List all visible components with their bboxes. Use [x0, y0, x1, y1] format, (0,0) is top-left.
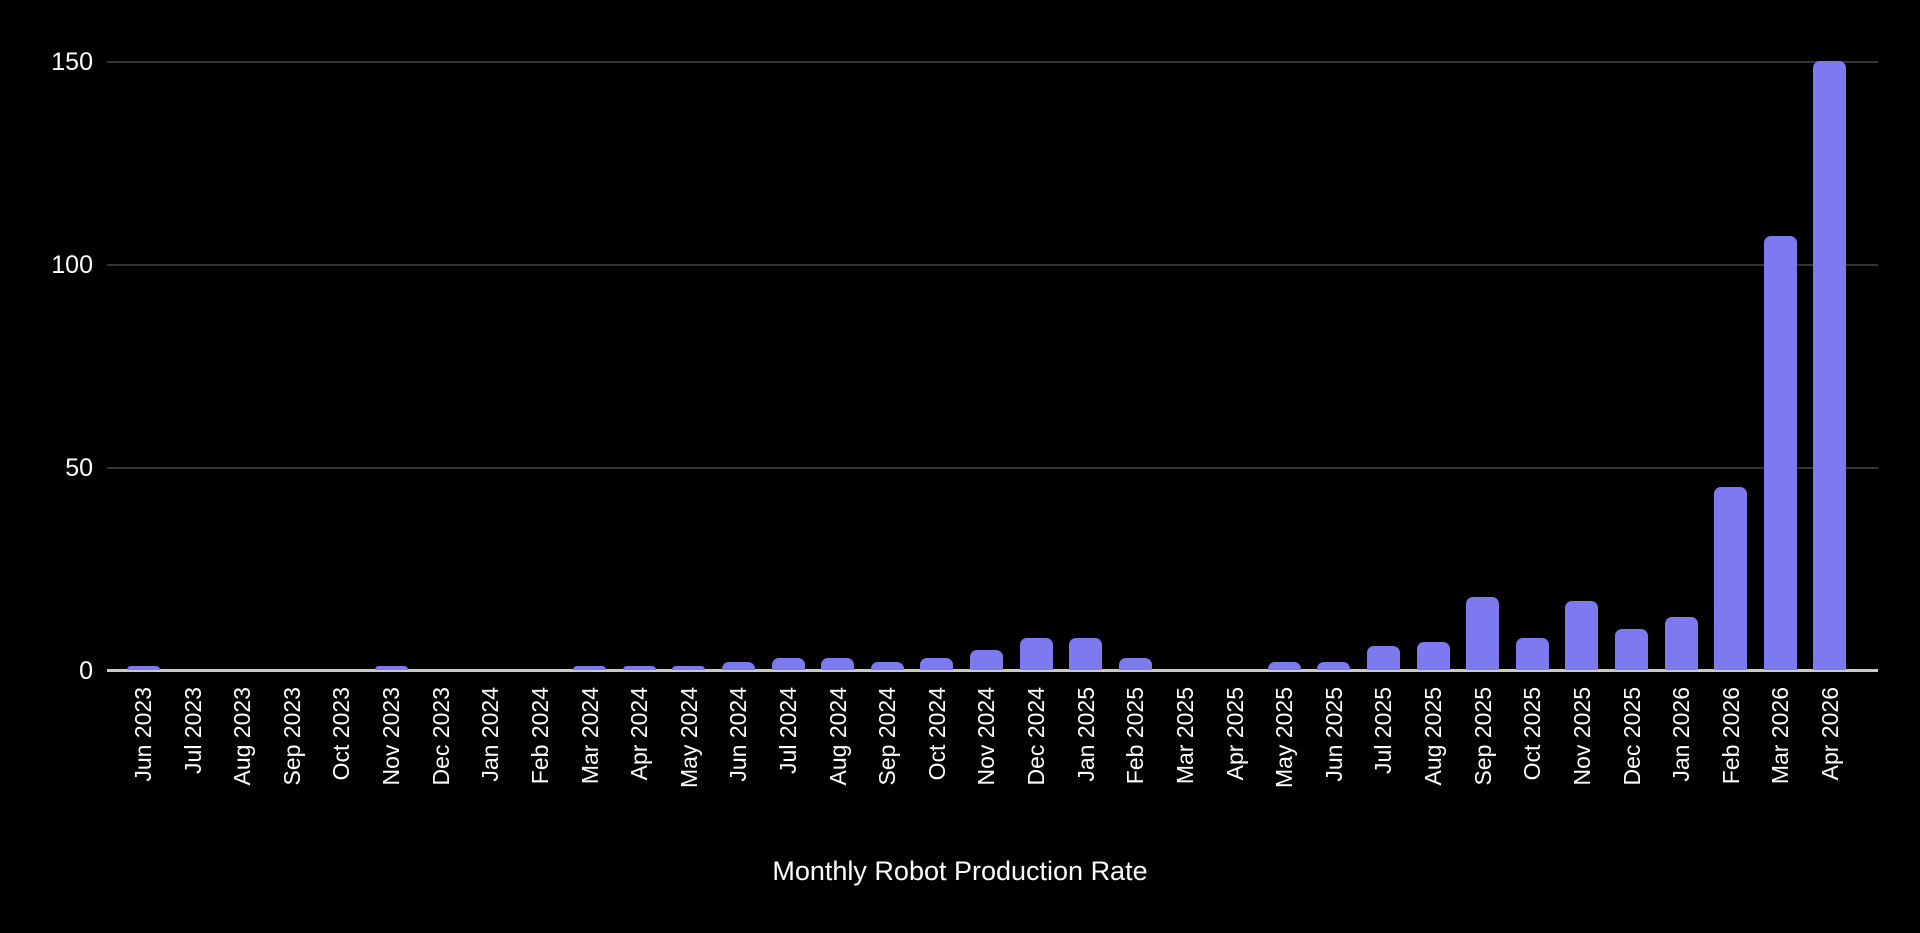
- x-axis-label-feb-2024: Feb 2024: [526, 687, 553, 785]
- x-axis-label-apr-2026: Apr 2026: [1816, 687, 1843, 781]
- x-axis-line: [107, 669, 1878, 672]
- bar-jun-2023: [126, 665, 160, 670]
- bar-dec-2024: [1019, 637, 1053, 670]
- bar-mar-2026: [1763, 235, 1797, 670]
- x-axis-label-may-2025: May 2025: [1271, 687, 1298, 789]
- bar-jul-2024: [771, 657, 805, 670]
- x-axis-label-jun-2025: Jun 2025: [1320, 687, 1347, 782]
- x-axis-label-oct-2025: Oct 2025: [1519, 687, 1546, 781]
- bar-nov-2023: [374, 665, 408, 670]
- x-axis-label-may-2024: May 2024: [675, 687, 702, 789]
- bar-nov-2024: [969, 649, 1003, 670]
- x-axis-label-sep-2023: Sep 2023: [278, 687, 305, 786]
- x-axis-label-mar-2025: Mar 2025: [1171, 687, 1198, 785]
- y-axis-label-100: 100: [51, 251, 93, 279]
- x-axis-label-mar-2026: Mar 2026: [1767, 687, 1794, 785]
- x-axis-label-nov-2025: Nov 2025: [1568, 687, 1595, 786]
- bar-feb-2026: [1714, 487, 1748, 670]
- x-axis-label-sep-2025: Sep 2025: [1469, 687, 1496, 786]
- bar-jan-2026: [1664, 617, 1698, 670]
- bar-oct-2024: [920, 657, 954, 670]
- plot-area: [107, 61, 1878, 672]
- x-axis-label-jun-2023: Jun 2023: [130, 687, 156, 782]
- bar-sep-2024: [870, 661, 904, 670]
- chart-title: Monthly Robot Production Rate: [772, 856, 1148, 886]
- bar-dec-2025: [1615, 629, 1648, 670]
- x-axis-label-feb-2026: Feb 2026: [1717, 687, 1744, 785]
- x-axis-label-oct-2024: Oct 2024: [923, 687, 950, 781]
- x-axis-label-mar-2024: Mar 2024: [576, 687, 603, 785]
- x-axis-label-jul-2023: Jul 2023: [179, 687, 206, 774]
- y-axis-label-0: 0: [79, 657, 93, 685]
- x-axis-label-jan-2026: Jan 2026: [1668, 687, 1695, 782]
- x-axis-label-aug-2024: Aug 2024: [824, 687, 851, 786]
- y-axis-label-50: 50: [65, 454, 93, 482]
- bar-jun-2025: [1317, 661, 1351, 670]
- bar-feb-2025: [1118, 657, 1152, 670]
- x-axis-label-aug-2023: Aug 2023: [229, 687, 256, 786]
- x-axis-label-jan-2025: Jan 2025: [1072, 687, 1099, 782]
- bar-jun-2024: [721, 661, 755, 670]
- bar-sep-2025: [1466, 596, 1500, 670]
- bar-aug-2025: [1416, 641, 1450, 670]
- x-axis-label-jul-2025: Jul 2025: [1370, 687, 1397, 774]
- bar-aug-2024: [821, 657, 855, 670]
- x-axis-label-jan-2024: Jan 2024: [477, 687, 504, 782]
- x-axis-label-apr-2024: Apr 2024: [626, 687, 653, 781]
- x-axis-label-oct-2023: Oct 2023: [328, 687, 355, 781]
- x-axis-label-nov-2023: Nov 2023: [378, 687, 405, 786]
- bar-apr-2024: [622, 665, 656, 670]
- x-axis-label-apr-2025: Apr 2025: [1221, 687, 1248, 781]
- y-axis-label-150: 150: [51, 48, 93, 76]
- bar-may-2025: [1267, 661, 1301, 670]
- bar-apr-2026: [1813, 61, 1847, 670]
- x-axis-label-jun-2024: Jun 2024: [725, 687, 752, 782]
- x-axis-label-nov-2024: Nov 2024: [973, 687, 1000, 786]
- bar-may-2024: [672, 665, 706, 670]
- bar-nov-2025: [1565, 600, 1599, 670]
- gridline-100: [107, 264, 1878, 266]
- gridline-50: [107, 467, 1878, 469]
- bar-jul-2025: [1366, 645, 1400, 670]
- x-axis-label-dec-2023: Dec 2023: [427, 687, 454, 786]
- gridline-150: [107, 61, 1878, 64]
- bar-jan-2025: [1069, 637, 1103, 670]
- x-axis-label-sep-2024: Sep 2024: [874, 687, 901, 786]
- bar-oct-2025: [1515, 637, 1549, 670]
- x-axis-label-dec-2025: Dec 2025: [1618, 687, 1645, 786]
- x-axis-label-aug-2025: Aug 2025: [1420, 687, 1447, 786]
- x-axis-label-jul-2024: Jul 2024: [775, 687, 802, 774]
- x-axis-label-feb-2025: Feb 2025: [1122, 687, 1149, 785]
- x-axis-label-dec-2024: Dec 2024: [1023, 687, 1050, 786]
- bar-mar-2024: [573, 665, 607, 670]
